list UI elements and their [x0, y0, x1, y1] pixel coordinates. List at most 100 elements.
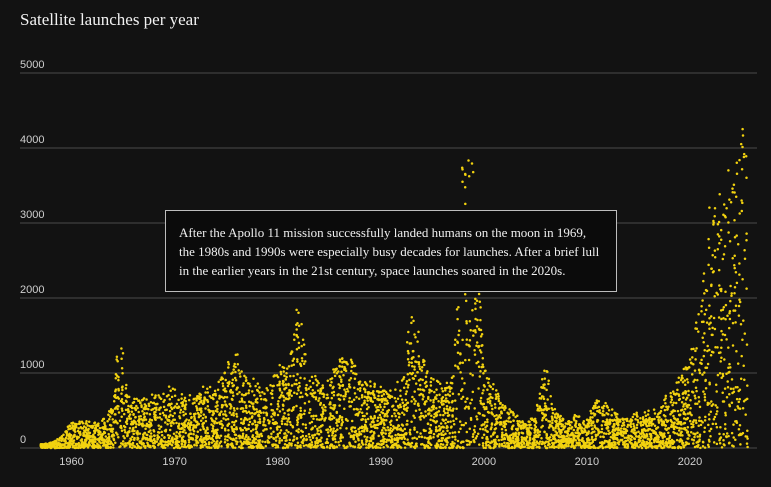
data-point: [263, 392, 266, 396]
data-point: [494, 445, 497, 448]
data-point: [147, 408, 150, 411]
data-point: [353, 386, 356, 390]
data-point: [533, 427, 536, 431]
data-point: [419, 418, 422, 421]
data-point: [251, 444, 254, 448]
data-point: [445, 425, 449, 428]
data-point: [160, 438, 163, 441]
data-point: [232, 414, 236, 417]
data-point: [412, 356, 415, 359]
data-point: [309, 438, 312, 442]
data-point: [390, 429, 394, 433]
data-point: [670, 441, 673, 445]
data-point: [141, 422, 144, 425]
data-point: [391, 405, 394, 408]
data-point: [299, 436, 303, 439]
data-point: [402, 407, 406, 411]
data-point: [694, 397, 697, 400]
data-point: [511, 439, 515, 442]
data-point: [435, 407, 438, 410]
data-point: [257, 445, 261, 449]
data-point: [510, 427, 514, 431]
data-point: [151, 407, 155, 411]
data-point: [721, 257, 725, 261]
data-point: [710, 267, 713, 270]
data-point: [342, 373, 345, 377]
data-point: [463, 186, 467, 189]
data-point: [80, 427, 83, 430]
data-point: [521, 432, 525, 435]
data-point: [405, 432, 408, 435]
data-point: [252, 436, 256, 440]
data-point: [255, 431, 259, 434]
data-point: [452, 423, 456, 426]
data-point: [184, 431, 187, 435]
data-point: [411, 395, 414, 399]
data-point: [594, 404, 597, 407]
data-point: [121, 409, 124, 413]
data-point: [639, 432, 642, 435]
data-point: [162, 392, 165, 396]
data-point: [125, 383, 128, 387]
data-point: [605, 404, 609, 408]
data-point: [250, 411, 254, 415]
data-point: [735, 350, 738, 353]
data-point: [494, 417, 498, 421]
data-point: [558, 418, 562, 421]
data-point: [555, 445, 558, 449]
data-point: [500, 438, 503, 442]
data-point: [499, 416, 502, 419]
data-point: [337, 393, 340, 396]
data-point: [448, 385, 451, 389]
data-point: [206, 400, 210, 404]
data-point: [335, 445, 339, 449]
data-point: [328, 444, 332, 447]
data-point: [714, 404, 717, 407]
data-point: [695, 389, 698, 393]
data-point: [378, 403, 382, 407]
data-point: [399, 446, 403, 449]
data-point: [248, 420, 252, 424]
data-point: [493, 414, 496, 418]
data-point: [401, 401, 405, 404]
data-point: [315, 384, 319, 387]
data-point: [176, 443, 180, 447]
data-point: [275, 374, 279, 377]
data-point: [590, 412, 593, 415]
data-point: [349, 377, 353, 380]
data-point: [276, 383, 279, 387]
data-point: [685, 442, 689, 446]
data-point: [135, 397, 138, 401]
data-point: [616, 431, 619, 434]
data-point: [167, 439, 170, 443]
data-point: [167, 385, 171, 388]
data-point: [725, 395, 729, 399]
data-point: [390, 435, 393, 439]
data-point: [437, 380, 440, 384]
data-point: [442, 399, 445, 403]
data-point: [656, 415, 659, 419]
data-point: [285, 429, 288, 432]
data-point: [332, 429, 335, 433]
data-point: [160, 430, 163, 434]
data-point: [381, 390, 384, 393]
data-point: [406, 423, 409, 426]
data-point: [653, 417, 656, 421]
data-point: [692, 363, 695, 366]
data-point: [325, 437, 329, 441]
data-point: [724, 290, 727, 293]
data-point: [738, 262, 741, 265]
data-point: [145, 398, 148, 401]
data-point: [98, 436, 102, 439]
data-point: [700, 305, 703, 308]
data-point: [236, 362, 240, 366]
data-point: [120, 357, 123, 360]
data-point: [503, 408, 506, 412]
data-point: [714, 383, 718, 386]
data-point: [689, 431, 693, 434]
data-point: [413, 436, 416, 440]
data-point: [728, 362, 731, 366]
data-point: [596, 418, 599, 422]
data-point: [297, 388, 300, 392]
data-point: [372, 417, 375, 420]
